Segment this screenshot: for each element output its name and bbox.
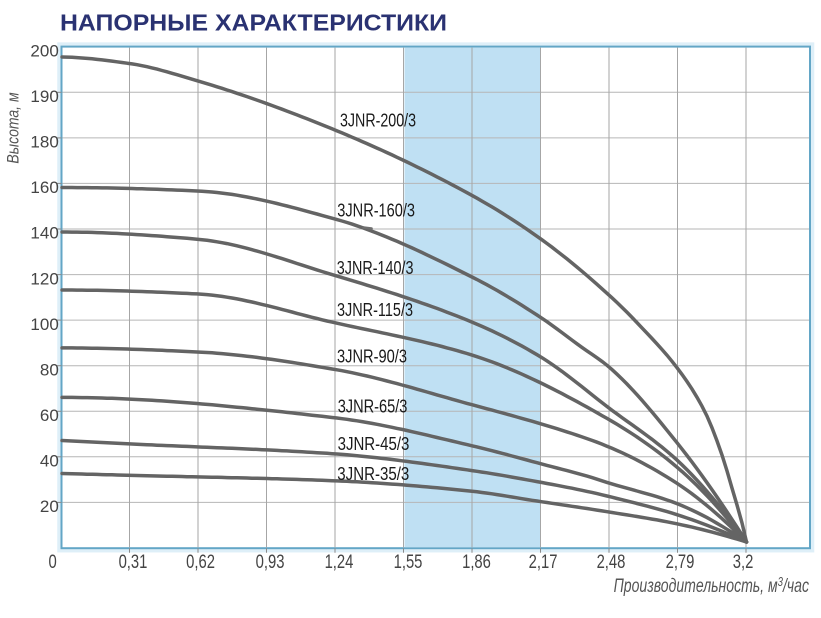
svg-text:1,24: 1,24 [325,551,354,572]
svg-text:0: 0 [48,551,56,572]
svg-text:80: 80 [40,360,59,379]
svg-text:0,93: 0,93 [256,551,285,572]
svg-text:20: 20 [40,497,59,516]
svg-text:180: 180 [30,133,58,152]
svg-text:Высота, м: Высота, м [4,92,22,164]
svg-text:160: 160 [30,178,58,197]
svg-text:2,79: 2,79 [666,551,695,572]
svg-text:3JNR-35/3: 3JNR-35/3 [337,464,409,484]
svg-text:НАПОРНЫЕ ХАРАКТЕРИСТИКИ: НАПОРНЫЕ ХАРАКТЕРИСТИКИ [60,10,447,36]
svg-text:3JNR-115/3: 3JNR-115/3 [337,300,413,320]
svg-text:3JNR-45/3: 3JNR-45/3 [338,434,410,454]
svg-text:Производительность, м3/час: Производительность, м3/час [614,575,810,597]
svg-text:0,31: 0,31 [119,551,148,572]
svg-text:3JNR-160/3: 3JNR-160/3 [337,201,415,221]
svg-text:1,86: 1,86 [462,551,491,572]
svg-text:200: 200 [30,41,58,60]
svg-text:3JNR-200/3: 3JNR-200/3 [340,111,416,131]
svg-text:40: 40 [40,452,59,471]
svg-text:120: 120 [30,269,58,288]
svg-text:1,55: 1,55 [394,551,423,572]
svg-text:2,17: 2,17 [529,551,558,572]
svg-text:0,62: 0,62 [186,551,215,572]
svg-text:3JNR-65/3: 3JNR-65/3 [338,396,408,416]
svg-text:100: 100 [30,315,58,334]
svg-text:190: 190 [30,87,58,106]
svg-text:3,2: 3,2 [733,551,754,572]
svg-text:2,48: 2,48 [597,551,626,572]
svg-text:140: 140 [30,224,58,243]
svg-text:60: 60 [40,406,59,425]
svg-text:3JNR-90/3: 3JNR-90/3 [337,346,407,366]
svg-text:3JNR-140/3: 3JNR-140/3 [337,258,414,278]
